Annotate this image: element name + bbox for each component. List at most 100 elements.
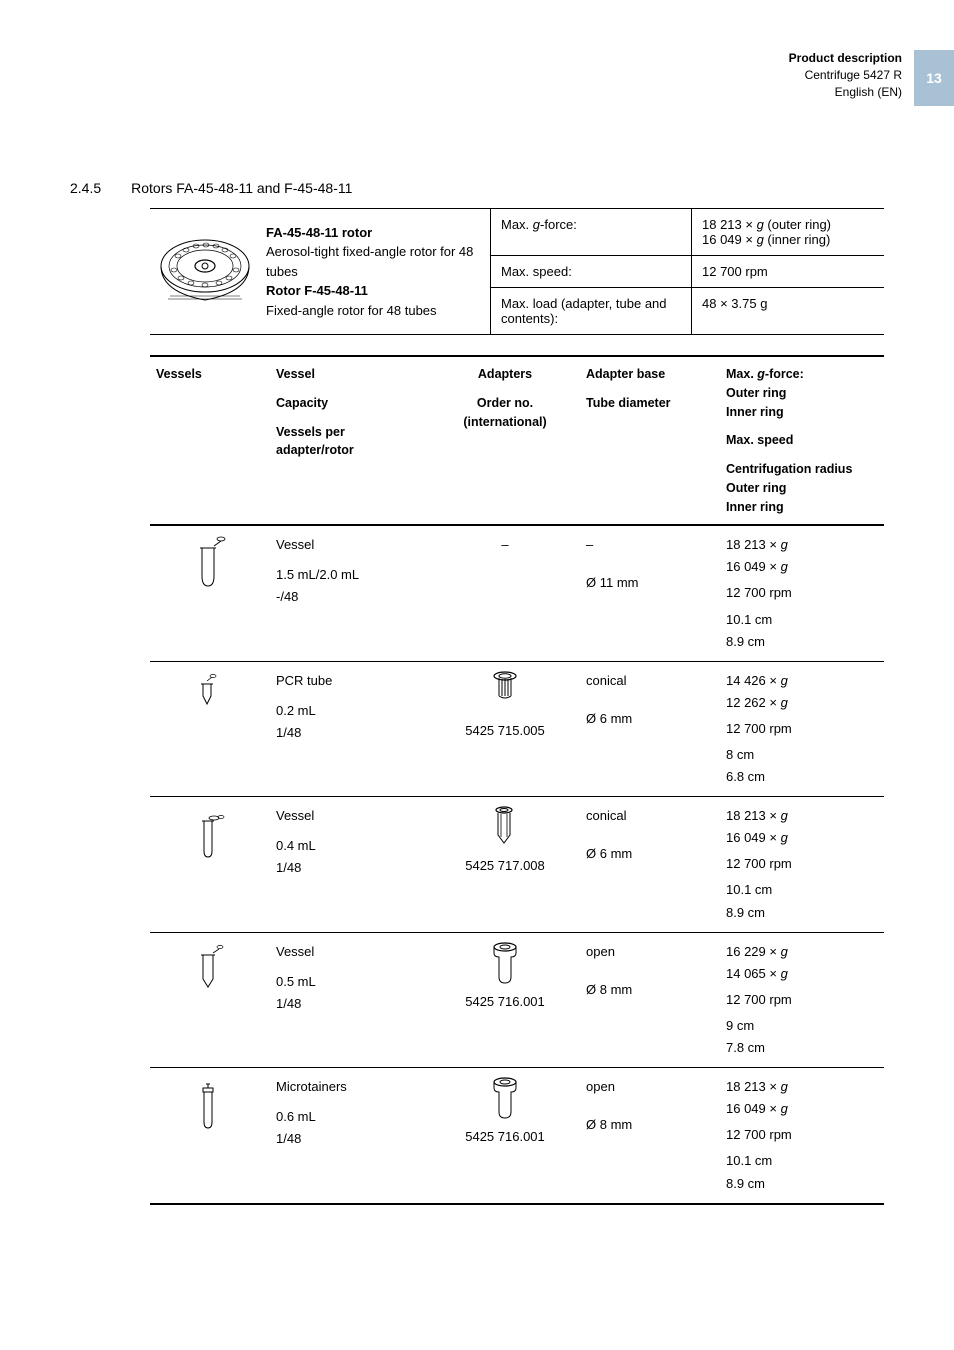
g-outer: 18 213 × g [726,805,878,827]
vessel-icon-cell [150,1068,270,1202]
order-no: 5425 716.001 [436,991,574,1013]
max-speed: 12 700 rpm [726,582,878,604]
adapter-base: conical [586,805,714,827]
adapter-base: – [586,534,714,556]
adapter-icon [490,1076,520,1120]
gforce-cell: 18 213 × g 16 049 × g 12 700 rpm 10.1 cm… [720,1068,884,1202]
language: English (EN) [789,84,902,101]
vessel-per: -/48 [276,586,424,608]
spec-label: Max. load (adapter, tube and contents): [491,288,691,334]
vessel-type: PCR tube [276,670,424,692]
table-row: Vessel 1.5 mL/2.0 mL -/48–– Ø 11 mm18 21… [150,526,884,660]
adapter-cell: 5425 715.005 [430,662,580,796]
section-heading: 2.4.5 Rotors FA-45-48-11 and F-45-48-11 [70,180,884,196]
gforce-cell: 16 229 × g 14 065 × g 12 700 rpm 9 cm 7.… [720,933,884,1067]
radius-inner: 8.9 cm [726,631,878,653]
g-inner: 16 049 × g [726,827,878,849]
tube-diameter: Ø 11 mm [586,572,714,594]
page-header: Product description Centrifuge 5427 R En… [789,50,954,106]
vessel-icon-cell [150,662,270,796]
base-cell: – Ø 11 mm [580,526,720,660]
rotor-desc-2: Fixed-angle rotor for 48 tubes [266,301,484,321]
g-outer: 14 426 × g [726,670,878,692]
max-speed: 12 700 rpm [726,989,878,1011]
order-no: – [436,534,574,556]
max-speed: 12 700 rpm [726,718,878,740]
vessel-per: 1/48 [276,993,424,1015]
adapter-cell: 5425 717.008 [430,797,580,931]
vessel-info: Vessel 1.5 mL/2.0 mL -/48 [270,526,430,660]
gforce-cell: 18 213 × g 16 049 × g 12 700 rpm 10.1 cm… [720,797,884,931]
adapter-cell: 5425 716.001 [430,1068,580,1202]
spec-row-speed: Max. speed: 12 700 rpm [490,255,884,287]
radius-inner: 7.8 cm [726,1037,878,1059]
adapter-icon [490,941,520,985]
rotor-description: FA-45-48-11 rotor Aerosol-tight fixed-an… [260,209,490,334]
radius-inner: 8.9 cm [726,902,878,924]
vessel-info: Vessel 0.5 mL 1/48 [270,933,430,1067]
adapter-base: open [586,1076,714,1098]
table-row: PCR tube 0.2 mL 1/485425 715.005conical … [150,661,884,796]
vessel-type: Vessel [276,534,424,556]
g-outer: 18 213 × g [726,1076,878,1098]
adapter-base: open [586,941,714,963]
gforce-cell: 18 213 × g 16 049 × g 12 700 rpm 10.1 cm… [720,526,884,660]
rotor-desc-1: Aerosol-tight fixed-angle rotor for 48 t… [266,242,484,281]
adapter-cell: – [430,526,580,660]
g-inner: 14 065 × g [726,963,878,985]
radius-outer: 8 cm [726,744,878,766]
rotor-specs: Max. g-force: 18 213 × g (outer ring) 16… [490,209,884,334]
table-row: Microtainers 0.6 mL 1/48 5425 716.001 open… [150,1067,884,1202]
vessel-icon-cell [150,933,270,1067]
tube-diameter: Ø 8 mm [586,979,714,1001]
base-cell: open Ø 8 mm [580,933,720,1067]
rotor-model-2: Rotor F-45-48-11 [266,283,368,298]
vessel-icon-cell [150,526,270,660]
vessel-icon [195,1082,225,1130]
radius-outer: 10.1 cm [726,879,878,901]
spec-value: 12 700 rpm [691,256,884,287]
vessel-icon [195,947,225,995]
order-no: 5425 716.001 [436,1126,574,1148]
g-inner: 16 049 × g [726,556,878,578]
header-text: Product description Centrifuge 5427 R En… [789,50,914,100]
rotor-icon [158,232,253,312]
col-header-base: Adapter base Tube diameter [580,357,720,524]
base-cell: conical Ø 6 mm [580,797,720,931]
g-outer: 16 229 × g [726,941,878,963]
adapter-icon [490,670,520,714]
spec-value: 18 213 × g (outer ring) 16 049 × g (inne… [691,209,884,255]
vessel-capacity: 0.5 mL [276,971,424,993]
spec-row-gforce: Max. g-force: 18 213 × g (outer ring) 16… [490,209,884,255]
order-no: 5425 717.008 [436,855,574,877]
page-number: 13 [914,50,954,106]
vessel-per: 1/48 [276,1128,424,1150]
rotor-summary: FA-45-48-11 rotor Aerosol-tight fixed-an… [150,208,884,335]
vessel-icon [195,676,225,724]
max-speed: 12 700 rpm [726,1124,878,1146]
tube-diameter: Ø 6 mm [586,843,714,865]
g-inner: 12 262 × g [726,692,878,714]
vessel-info: Microtainers 0.6 mL 1/48 [270,1068,430,1202]
table-row: Vessel 0.5 mL 1/48 5425 716.001 open Ø 8 m… [150,932,884,1067]
vessel-capacity: 0.2 mL [276,700,424,722]
section-number: 2.4.5 [70,180,101,196]
radius-outer: 10.1 cm [726,609,878,631]
tube-diameter: Ø 6 mm [586,708,714,730]
spec-value: 48 × 3.75 g [691,288,884,334]
table-header: Vessels Vessel Capacity Vessels per adap… [150,357,884,526]
doc-section: Product description [789,50,902,67]
vessel-type: Vessel [276,941,424,963]
adapter-cell: 5425 716.001 [430,933,580,1067]
spec-row-load: Max. load (adapter, tube and contents): … [490,287,884,334]
vessel-per: 1/48 [276,857,424,879]
radius-inner: 6.8 cm [726,766,878,788]
vessel-info: PCR tube 0.2 mL 1/48 [270,662,430,796]
rotor-illustration [150,209,260,334]
max-speed: 12 700 rpm [726,853,878,875]
product-name: Centrifuge 5427 R [789,67,902,84]
adapter-base: conical [586,670,714,692]
base-cell: open Ø 8 mm [580,1068,720,1202]
spec-label: Max. g-force: [491,209,691,255]
table-row: Vessel 0.4 mL 1/485425 717.008conical Ø … [150,796,884,931]
